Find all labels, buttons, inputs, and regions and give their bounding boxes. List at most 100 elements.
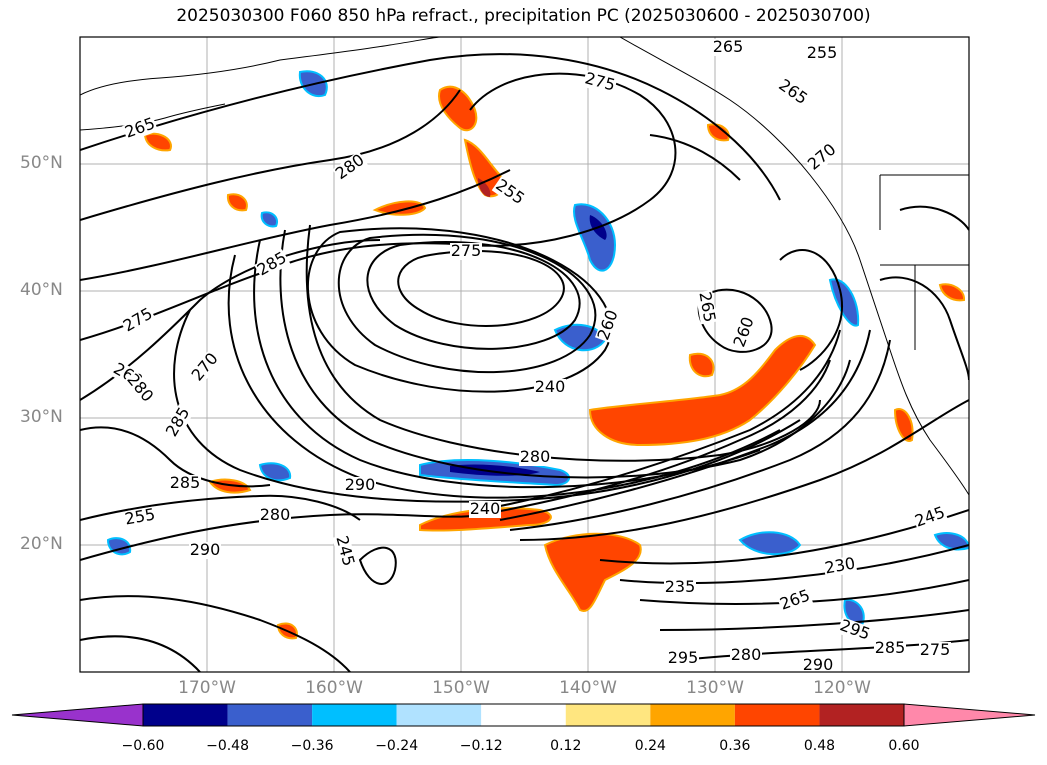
contour-label-background xyxy=(695,289,718,325)
colorbar-bin xyxy=(227,704,313,726)
colorbar-extension-high xyxy=(903,703,1036,727)
colorbar-bin xyxy=(312,704,397,726)
contour-label-background xyxy=(712,39,744,56)
contour-label-background xyxy=(188,349,223,386)
contour-line xyxy=(358,546,397,585)
contour-label-background xyxy=(774,76,811,109)
contour-line xyxy=(649,134,741,181)
contour-line xyxy=(305,224,821,462)
contour-label: 280 xyxy=(260,505,291,524)
contour-line xyxy=(779,249,843,371)
precip-patch xyxy=(706,123,730,142)
contour-label-background xyxy=(259,507,291,524)
contour-line xyxy=(509,339,891,531)
contour-label-background xyxy=(874,640,906,657)
colorbar-tick-label: 0.60 xyxy=(888,738,920,754)
contour-line xyxy=(80,494,361,521)
contour-label-background xyxy=(822,555,858,578)
contour-line xyxy=(519,399,969,541)
contour-label: 280 xyxy=(520,447,551,466)
precip-patch xyxy=(143,132,172,152)
contour-label-background xyxy=(802,657,834,672)
contour-label-background xyxy=(534,379,566,396)
contour-label: 290 xyxy=(345,475,376,494)
precip-patch xyxy=(893,408,914,442)
contour-label-background xyxy=(919,642,951,659)
contour-label-background xyxy=(169,475,201,492)
contour-line xyxy=(80,635,201,672)
contour-line xyxy=(599,509,969,565)
contour-label-background xyxy=(804,140,841,175)
precip-patch xyxy=(738,531,802,556)
colorbar-tick-label: 0.24 xyxy=(634,738,666,754)
contour-line xyxy=(337,233,597,374)
precip-patch xyxy=(258,462,292,482)
contour-label: 285 xyxy=(170,473,201,492)
latitude-label: 30°N xyxy=(20,407,63,427)
longitude-label: 160°W xyxy=(305,678,363,698)
colorbar xyxy=(11,703,1036,727)
contour-line xyxy=(499,329,871,521)
coastline-north-america xyxy=(619,37,969,496)
precip-patch xyxy=(938,283,966,302)
contour-label-background xyxy=(806,45,838,62)
contour-label: 265 xyxy=(713,37,744,56)
contour-label: 240 xyxy=(470,499,501,518)
contour-line xyxy=(619,544,969,585)
contour-line xyxy=(80,89,461,221)
contour-label-background xyxy=(667,650,699,667)
contour-line xyxy=(479,329,841,511)
contour-line xyxy=(697,288,773,353)
contour-label-background xyxy=(332,151,369,184)
longitude-label: 140°W xyxy=(559,678,617,698)
precip-patch xyxy=(438,85,478,132)
colorbar-bin xyxy=(565,704,651,726)
colorbar-tick-label: 0.48 xyxy=(803,738,836,754)
contour-line xyxy=(397,250,565,327)
latitude-label: 50°N xyxy=(20,153,63,173)
contour-label: 290 xyxy=(190,540,221,559)
contour-label: 280 xyxy=(731,645,762,664)
precip-patch xyxy=(260,211,278,228)
contour-line xyxy=(80,595,351,672)
precip-patch xyxy=(588,335,817,447)
contour-label: 235 xyxy=(665,577,696,596)
coastline-alaska xyxy=(80,37,441,96)
contour-label-background xyxy=(664,579,696,596)
colorbar-bin xyxy=(819,704,904,726)
precip-patch xyxy=(226,193,248,212)
contour-label-background xyxy=(344,477,376,494)
contour-label: 295 xyxy=(668,648,699,667)
colorbar-tick-label: 0.36 xyxy=(719,738,751,754)
contour-label-background xyxy=(777,587,814,614)
colorbar-bin xyxy=(143,704,228,726)
colorbar-bin xyxy=(396,704,482,726)
contour-line xyxy=(659,609,969,631)
contour-line xyxy=(879,276,969,381)
precip-patch xyxy=(933,532,969,551)
latitude-label: 40°N xyxy=(20,280,63,300)
contour-label-background xyxy=(332,533,357,569)
contour-label-background xyxy=(582,70,618,95)
contour-label-background xyxy=(595,307,622,344)
colorbar-bin xyxy=(650,704,735,726)
contour-label: 285 xyxy=(875,638,906,657)
contour-label-background xyxy=(731,314,758,351)
contour-label: 275 xyxy=(451,241,482,260)
contour-label-background xyxy=(469,501,501,518)
colorbar-extension-low xyxy=(11,703,144,727)
precip-patches xyxy=(106,70,969,640)
contour-line xyxy=(80,426,271,488)
colorbar-tick-label: −0.60 xyxy=(121,738,165,754)
colorbar-bin xyxy=(481,704,566,726)
colorbar-tick-label: −0.48 xyxy=(206,738,249,754)
contour-label-background xyxy=(730,647,762,664)
longitude-label: 130°W xyxy=(686,678,744,698)
longitude-label: 150°W xyxy=(432,678,490,698)
colorbar-bin xyxy=(734,704,820,726)
contour-label-background xyxy=(122,506,158,529)
contour-line xyxy=(80,169,511,281)
precip-patch xyxy=(828,278,860,327)
contour-line xyxy=(253,239,761,489)
